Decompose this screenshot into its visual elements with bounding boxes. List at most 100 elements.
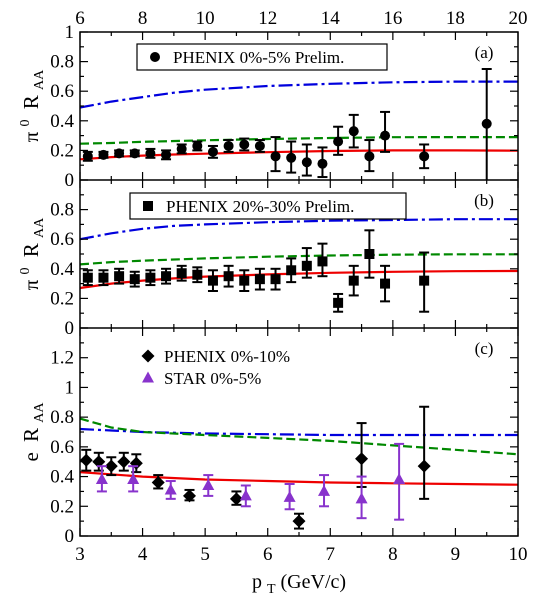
model-curve-dashed xyxy=(79,417,519,456)
model-curve-dash-dot xyxy=(79,427,518,437)
panel-label: (a) xyxy=(475,43,494,62)
data-point xyxy=(355,492,368,504)
data-point xyxy=(129,456,143,470)
data-point xyxy=(317,256,328,267)
data-point xyxy=(79,453,93,467)
data-point xyxy=(393,473,406,485)
x-tick-label: 7 xyxy=(326,544,336,565)
x-top-tick-label: 10 xyxy=(196,8,215,29)
y-tick-label: 0 xyxy=(65,318,75,339)
y-tick-label: 0.2 xyxy=(50,496,74,517)
axes: 0 0.2 0.4 0.6 0.8 1 1.2 3 4 5 6 7 8 9 10 xyxy=(50,327,528,565)
data-point xyxy=(151,476,165,490)
x-tick-label: 3 xyxy=(75,544,85,565)
legend-box xyxy=(129,192,407,220)
y-label-r: R xyxy=(19,243,43,257)
y-tick-label: 0.2 xyxy=(50,288,74,309)
legend-entry: PHENIX 20%-30% Prelim. xyxy=(166,197,354,216)
data-point xyxy=(270,151,281,162)
y-tick-label: 0.8 xyxy=(50,52,74,73)
data-point xyxy=(380,130,391,141)
y-label-sup: 0 xyxy=(18,119,33,126)
y-label-pi: π xyxy=(19,279,43,290)
y-label-pi: π xyxy=(19,131,43,142)
y-label-sub: AA xyxy=(32,217,47,238)
y-tick-label: 0.4 xyxy=(50,111,74,132)
x-top-tick-label: 16 xyxy=(383,8,402,29)
data-point xyxy=(192,140,203,151)
x-label-unit: (GeV/c) xyxy=(281,571,347,593)
data-point xyxy=(318,484,331,496)
legend: PHENIX 20%-30% Prelim. xyxy=(129,192,407,220)
data-point xyxy=(239,275,250,286)
y-tick-label: 0 xyxy=(65,526,75,547)
data-point xyxy=(164,483,177,495)
panel-label: (b) xyxy=(474,191,494,210)
x-top-tick-label: 20 xyxy=(509,8,528,29)
y-tick-label: 0.6 xyxy=(50,81,74,102)
legend-marker xyxy=(143,201,153,211)
x-tick-label: 5 xyxy=(200,544,210,565)
y-tick-label: 0 xyxy=(65,170,75,191)
x-tick-label: 9 xyxy=(451,544,461,565)
data-point xyxy=(176,268,187,279)
x-top-tick-label: 14 xyxy=(321,8,341,29)
panel-a: 0 0.2 0.4 0.6 0.8 16 8 10 12 14 16 18 20 PHENIX 0%-5… xyxy=(18,8,528,191)
data-points xyxy=(82,68,492,180)
x-tick-label: 8 xyxy=(388,544,398,565)
data-point xyxy=(127,473,140,485)
legend: PHENIX 0%-10% STAR 0%-5% xyxy=(141,347,290,388)
legend-box xyxy=(136,43,388,71)
data-point xyxy=(183,489,196,503)
model-curves xyxy=(79,417,519,486)
data-point xyxy=(104,459,118,473)
data-point xyxy=(481,118,492,129)
data-point xyxy=(129,148,140,159)
data-point xyxy=(117,455,131,469)
y-tick-label: 0.4 xyxy=(50,467,74,488)
legend-entry: STAR 0%-5% xyxy=(164,369,261,388)
x-label-p: p xyxy=(252,571,262,593)
legend-marker xyxy=(142,371,154,383)
data-point xyxy=(419,275,430,286)
x-top-tick-label: 8 xyxy=(138,8,148,29)
x-top-tick-label: 6 xyxy=(75,8,85,29)
legend-entry: PHENIX 0%-5% Prelim. xyxy=(173,48,344,67)
y-tick-label: 0.2 xyxy=(50,140,74,161)
y-tick-label: 0.6 xyxy=(50,437,74,458)
legend-entry: PHENIX 0%-10% xyxy=(164,347,290,366)
panel-label: (c) xyxy=(475,339,494,358)
data-point xyxy=(292,514,306,528)
data-point xyxy=(207,275,218,286)
y-tick-label: 1 xyxy=(65,22,75,43)
y-tick-label: 0.4 xyxy=(50,259,74,280)
y-label-r: R xyxy=(19,95,43,109)
y-tick-label: 0.6 xyxy=(50,229,74,250)
data-point xyxy=(223,140,234,151)
data-point xyxy=(333,297,344,308)
y-axis-label: π 0 R AA xyxy=(10,217,47,290)
data-point xyxy=(286,152,297,163)
data-point xyxy=(254,274,265,285)
data-point xyxy=(419,151,430,162)
data-point xyxy=(145,148,156,159)
model-curve-dash-dot xyxy=(79,218,518,241)
data-point xyxy=(355,452,369,466)
data-point xyxy=(364,151,375,162)
data-point xyxy=(239,489,252,501)
data-point xyxy=(229,492,243,506)
model-curve-dash-dot xyxy=(79,80,518,109)
data-point xyxy=(270,274,281,285)
data-point xyxy=(145,272,156,283)
y-tick-label: 0.8 xyxy=(50,407,74,428)
plot-frame xyxy=(79,31,519,537)
data-point xyxy=(176,143,187,154)
data-point xyxy=(239,139,250,150)
legend-marker xyxy=(150,52,160,62)
legend: PHENIX 0%-5% Prelim. xyxy=(136,43,388,71)
data-point xyxy=(348,126,359,137)
x-tick-label: 6 xyxy=(263,544,273,565)
panel-c: 0 0.2 0.4 0.6 0.8 1 1.2 3 4 5 6 7 8 9 10 PHENIX 0%-10%… xyxy=(19,327,528,597)
data-point xyxy=(417,459,431,473)
